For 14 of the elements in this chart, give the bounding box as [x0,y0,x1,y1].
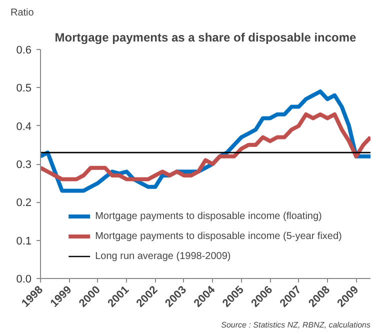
chart-title: Mortgage payments as a share of disposable income [54,30,357,44]
y-tick-label: 0.5 [16,82,32,95]
y-axis-title: Ratio [10,8,34,18]
legend-label: Mortgage payments to disposable income (floating) [95,210,322,222]
y-tick-label: 0.0 [16,274,32,286]
legend-label: Mortgage payments to disposable income (5-year fixed) [95,230,342,242]
y-tick-label: 0.2 [16,197,32,210]
y-tick-label: 0.3 [16,159,32,171]
y-tick-label: 0.4 [16,120,32,133]
legend-label: Long run average (1998-2009) [95,250,231,262]
source-note: Source : Statistics NZ, RBNZ, calculations [221,320,371,330]
line-series [40,112,370,182]
y-tick-label: 0.6 [16,44,32,56]
y-tick-label: 0.1 [16,235,32,248]
